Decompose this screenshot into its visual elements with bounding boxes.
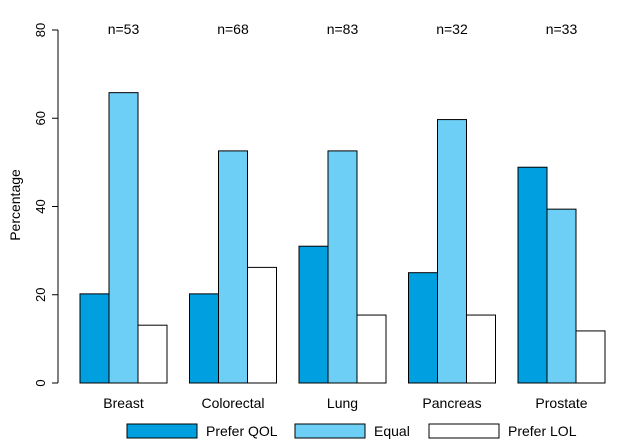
- legend-label: Prefer QOL: [206, 423, 278, 439]
- y-axis: 0 20 40 60 80: [33, 23, 59, 387]
- bar-lung-equal: [327, 150, 358, 384]
- bar-colorectal-prefer-lol: [247, 266, 277, 384]
- bar-prostate-prefer-lol: [575, 330, 606, 384]
- y-tick-label: 40: [33, 199, 48, 213]
- x-category-label: Breast: [103, 395, 144, 411]
- x-category-label: Pancreas: [422, 395, 481, 411]
- sample-size-label: n=68: [217, 21, 249, 37]
- sample-size-label: n=32: [436, 21, 468, 37]
- legend-swatch: [294, 423, 366, 439]
- sample-size-label: n=33: [546, 21, 578, 37]
- sample-size-label: n=53: [108, 21, 140, 37]
- legend-label: Prefer LOL: [508, 423, 577, 439]
- bar-breast-equal: [108, 92, 139, 384]
- bar-prostate-equal: [546, 208, 577, 384]
- y-tick-label: 60: [33, 111, 48, 125]
- bar-lung-prefer-qol: [298, 245, 329, 384]
- legend: Prefer QOL Equal Prefer LOL: [126, 423, 577, 439]
- bar-colorectal-prefer-qol: [189, 293, 219, 384]
- y-tick-label: 20: [33, 288, 48, 302]
- bar-lung-prefer-lol: [356, 314, 387, 384]
- sample-size-label: n=83: [327, 21, 359, 37]
- x-category-label: Lung: [327, 395, 358, 411]
- y-tick-label: 0: [33, 379, 48, 386]
- legend-label: Equal: [374, 423, 410, 439]
- bar-pancreas-prefer-lol: [466, 314, 496, 384]
- bar-breast-prefer-lol: [137, 324, 168, 384]
- y-axis-label: Percentage: [7, 169, 23, 241]
- x-category-label: Colorectal: [201, 395, 264, 411]
- plot-area: [79, 92, 606, 384]
- bar-breast-prefer-qol: [79, 293, 110, 384]
- sample-size-annotations: n=53 n=68 n=83 n=32 n=33: [108, 21, 578, 37]
- bar-colorectal-equal: [218, 150, 248, 384]
- legend-swatch: [428, 423, 500, 439]
- bar-prostate-prefer-qol: [517, 166, 548, 384]
- x-category-label: Prostate: [535, 395, 587, 411]
- legend-swatch: [126, 423, 198, 439]
- bar-pancreas-equal: [437, 119, 467, 384]
- y-tick-label: 80: [33, 23, 48, 37]
- x-axis-labels: Breast Colorectal Lung Pancreas Prostate: [103, 395, 588, 411]
- bar-pancreas-prefer-qol: [408, 272, 438, 384]
